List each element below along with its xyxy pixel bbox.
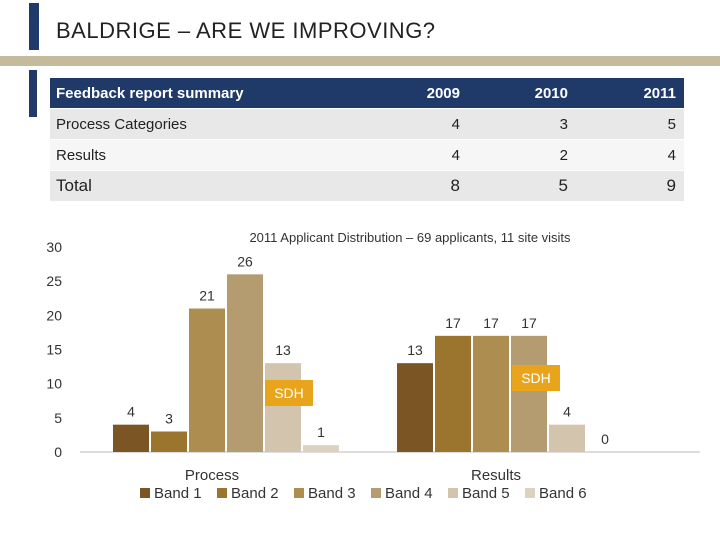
legend-label: Band 2 <box>231 485 279 502</box>
title-divider <box>0 56 720 66</box>
bar-band-3 <box>189 308 225 452</box>
chart-title: 2011 Applicant Distribution – 69 applica… <box>249 230 571 245</box>
bar-band-4 <box>511 335 547 452</box>
table-cell: 9 <box>576 170 684 202</box>
legend-label: Band 1 <box>154 485 202 502</box>
data-label: 17 <box>483 315 499 331</box>
table-cell: 8 <box>360 170 468 202</box>
table-accent-bar <box>29 70 37 117</box>
data-label: 3 <box>165 411 173 427</box>
bar-band-5 <box>549 424 585 452</box>
data-label: 13 <box>407 342 423 358</box>
bar-band-2 <box>151 431 187 452</box>
bar-band-5 <box>265 363 301 452</box>
y-tick-label: 5 <box>54 410 62 426</box>
table-row-total: Total 8 5 9 <box>50 170 684 202</box>
bar-band-3 <box>473 335 509 452</box>
table-cell: 4 <box>360 139 468 171</box>
row-label: Total <box>50 170 360 202</box>
feedback-summary-table: Feedback report summary 2009 2010 2011 P… <box>50 78 684 202</box>
y-tick-label: 0 <box>54 444 62 460</box>
y-tick-label: 15 <box>46 342 62 358</box>
bar-band-1 <box>113 424 149 452</box>
year-header: 2011 <box>576 78 684 109</box>
table-header-label: Feedback report summary <box>50 78 360 109</box>
bar-band-2 <box>435 335 471 452</box>
year-header: 2010 <box>468 78 576 109</box>
legend-label: Band 6 <box>539 485 587 502</box>
table-header-row: Feedback report summary 2009 2010 2011 <box>50 78 684 109</box>
bar-band-4 <box>227 274 263 452</box>
legend-label: Band 3 <box>308 485 356 502</box>
table-cell: 2 <box>468 139 576 171</box>
sdh-annotation-label: SDH <box>274 385 304 401</box>
legend-swatch <box>217 488 227 498</box>
y-tick-label: 10 <box>46 376 62 392</box>
data-label: 4 <box>563 404 571 420</box>
legend-swatch <box>371 488 381 498</box>
table-cell: 4 <box>360 108 468 140</box>
slide-title: BALDRIGE – ARE WE IMPROVING? <box>56 18 436 43</box>
data-label: 0 <box>601 431 609 447</box>
category-label: Results <box>471 467 521 484</box>
legend-swatch <box>448 488 458 498</box>
data-label: 17 <box>445 315 461 331</box>
data-label: 13 <box>275 342 291 358</box>
legend-swatch <box>140 488 150 498</box>
legend-label: Band 5 <box>462 485 510 502</box>
legend-label: Band 4 <box>385 485 433 502</box>
data-label: 26 <box>237 253 253 269</box>
legend-swatch <box>294 488 304 498</box>
table-cell: 5 <box>576 108 684 140</box>
data-label: 17 <box>521 315 537 331</box>
table-cell: 3 <box>468 108 576 140</box>
row-label: Results <box>50 139 360 171</box>
table-cell: 5 <box>468 170 576 202</box>
table-cell: 4 <box>576 139 684 171</box>
applicant-distribution-chart: 2011 Applicant Distribution – 69 applica… <box>46 230 700 502</box>
y-tick-label: 25 <box>46 273 62 289</box>
sdh-annotation-box <box>265 380 313 406</box>
table-row: Process Categories 4 3 5 <box>50 108 684 140</box>
bar-band-1 <box>397 363 433 452</box>
data-label: 21 <box>199 288 215 304</box>
title-accent-bar <box>29 3 39 50</box>
sdh-annotation-label: SDH <box>521 370 551 386</box>
data-label: 4 <box>127 404 135 420</box>
y-tick-label: 30 <box>46 239 62 255</box>
sdh-annotation-box <box>512 365 560 391</box>
legend-swatch <box>525 488 535 498</box>
data-label: 1 <box>317 424 325 440</box>
y-tick-label: 20 <box>46 307 62 323</box>
table-row: Results 4 2 4 <box>50 139 684 171</box>
bar-band-6 <box>303 445 339 452</box>
year-header: 2009 <box>360 78 468 109</box>
category-label: Process <box>185 467 239 484</box>
row-label: Process Categories <box>50 108 360 140</box>
